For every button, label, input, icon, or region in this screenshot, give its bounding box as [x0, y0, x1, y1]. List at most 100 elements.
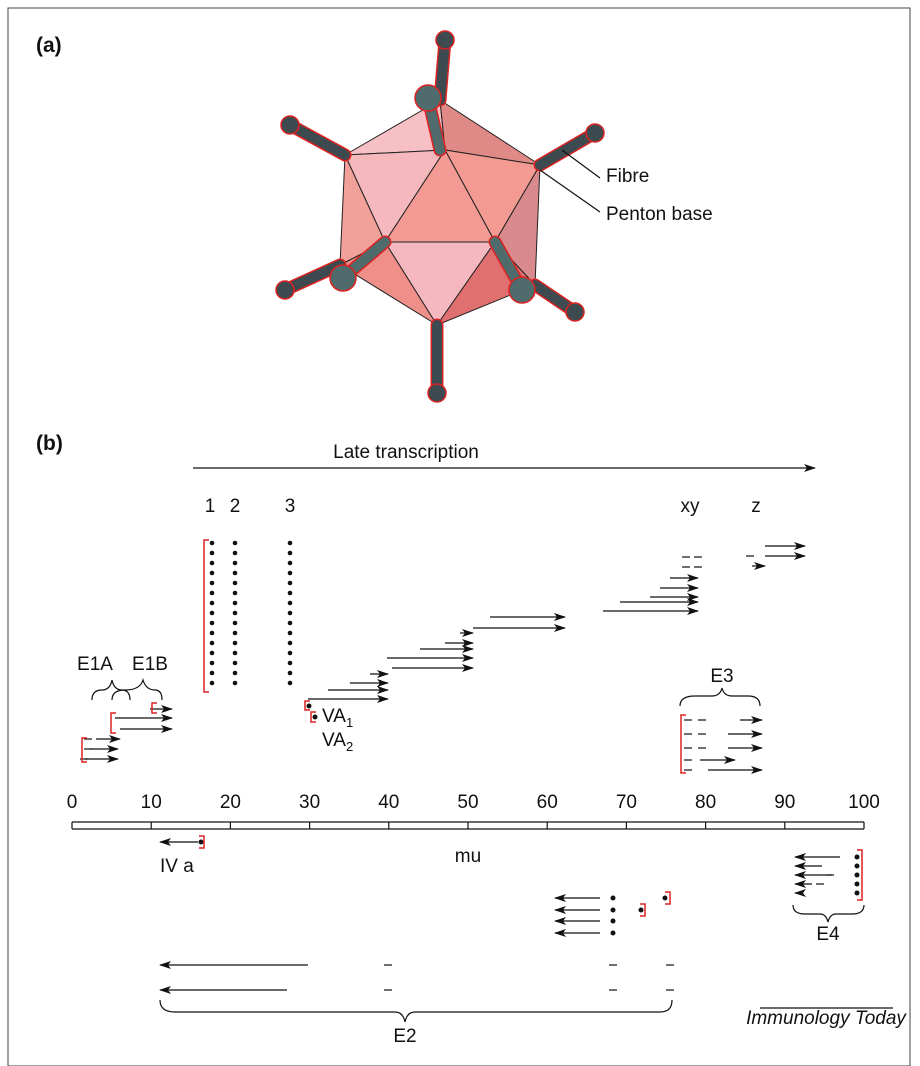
dot	[663, 896, 668, 901]
panel-label: (a)	[36, 34, 62, 57]
dot	[611, 908, 616, 913]
source: Immunology Today	[746, 1008, 907, 1029]
tick-label: 40	[378, 792, 399, 813]
leader-line	[540, 170, 600, 212]
brace	[112, 680, 162, 700]
red-bracket	[681, 715, 686, 773]
dot	[611, 896, 616, 901]
dot	[210, 651, 215, 656]
tick-label: 50	[457, 792, 478, 813]
dot	[288, 591, 293, 596]
dot	[210, 661, 215, 666]
region-label: VA2	[322, 730, 353, 754]
tick-label: 0	[67, 792, 78, 813]
dot	[210, 551, 215, 556]
leader-label: z	[751, 496, 761, 517]
dot	[855, 873, 860, 878]
dot	[199, 840, 204, 845]
va-sub: 2	[346, 739, 353, 754]
dot	[233, 601, 238, 606]
late-label: Late transcription	[333, 442, 479, 463]
dot	[233, 651, 238, 656]
dot	[855, 855, 860, 860]
dot	[210, 631, 215, 636]
dot	[288, 561, 293, 566]
dot	[233, 631, 238, 636]
red-bracket	[111, 713, 116, 733]
dot	[855, 864, 860, 869]
dot	[210, 611, 215, 616]
panel-label: (b)	[36, 432, 63, 455]
tick-label: 70	[616, 792, 637, 813]
dot	[233, 621, 238, 626]
dot	[855, 882, 860, 887]
region-label: E2	[393, 1026, 416, 1047]
dot	[307, 704, 312, 709]
dot	[288, 681, 293, 686]
dot	[288, 581, 293, 586]
tick-label: 10	[141, 792, 162, 813]
dot	[210, 671, 215, 676]
va-main: VA	[322, 730, 346, 751]
dot	[210, 681, 215, 686]
region-label: E1A	[77, 654, 113, 675]
dot	[288, 611, 293, 616]
dot	[233, 671, 238, 676]
red-bracket	[152, 703, 157, 713]
leader-label: 2	[230, 496, 241, 517]
dot	[210, 601, 215, 606]
dot	[611, 931, 616, 936]
dot	[288, 661, 293, 666]
dot	[233, 551, 238, 556]
dot	[288, 541, 293, 546]
va-main: VA	[322, 706, 346, 727]
dot	[288, 631, 293, 636]
tick-label: 20	[220, 792, 241, 813]
penton-label: Penton base	[606, 204, 713, 225]
dot	[288, 571, 293, 576]
dot	[233, 591, 238, 596]
dot	[611, 919, 616, 924]
region-label: E1B	[132, 654, 168, 675]
leader-line	[562, 150, 600, 178]
leader-label: 3	[285, 496, 296, 517]
dot	[210, 621, 215, 626]
tick-label: 60	[537, 792, 558, 813]
red-bracket	[204, 540, 209, 692]
dot	[233, 681, 238, 686]
dot	[313, 715, 318, 720]
leader-label: 1	[205, 496, 216, 517]
dot	[233, 641, 238, 646]
dot	[639, 908, 644, 913]
dot	[288, 551, 293, 556]
brace	[793, 905, 864, 922]
dot	[210, 591, 215, 596]
region-label: IV a	[160, 856, 194, 877]
dot	[233, 561, 238, 566]
dot	[233, 571, 238, 576]
tick-label: 80	[695, 792, 716, 813]
brace	[160, 1000, 672, 1022]
dot	[855, 891, 860, 896]
transcription-map: 0 10 20 30 40 50 60 70 80 90 100	[67, 540, 880, 990]
dot	[210, 571, 215, 576]
fibre-label: Fibre	[606, 166, 649, 187]
dot	[210, 581, 215, 586]
dot	[210, 641, 215, 646]
dot	[210, 541, 215, 546]
dot	[288, 641, 293, 646]
tick-label: 100	[848, 792, 880, 813]
tick-label: 90	[774, 792, 795, 813]
axis-label: mu	[455, 846, 481, 867]
dot	[233, 661, 238, 666]
dot	[288, 671, 293, 676]
dot	[288, 651, 293, 656]
region-label: VA1	[322, 706, 353, 730]
dot	[288, 601, 293, 606]
tick-label: 30	[299, 792, 320, 813]
figure: (a) (b)	[0, 0, 920, 1066]
dot	[288, 621, 293, 626]
region-label: E4	[816, 924, 840, 945]
dot	[233, 581, 238, 586]
dot	[233, 541, 238, 546]
